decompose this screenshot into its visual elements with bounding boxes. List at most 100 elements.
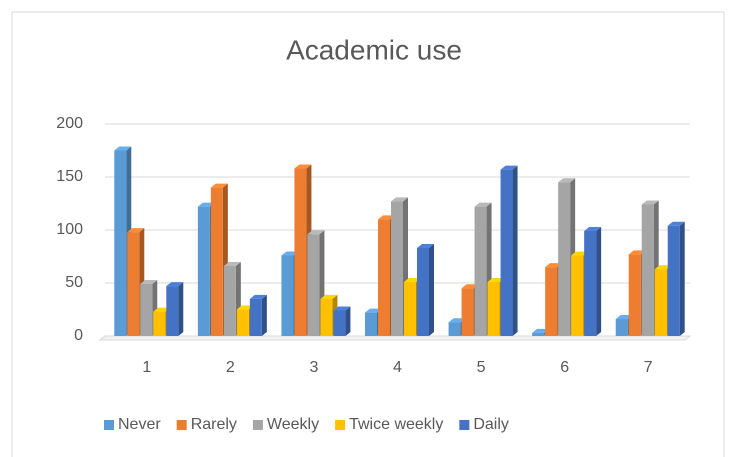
bar-face <box>378 219 390 336</box>
bar-face <box>571 251 589 256</box>
legend-swatch <box>252 420 263 430</box>
bar <box>641 200 659 336</box>
bar-face <box>628 254 641 336</box>
y-tick-label: 0 <box>74 327 83 344</box>
bar-face <box>249 294 267 299</box>
x-tick-label: 5 <box>477 359 486 376</box>
bar-face <box>558 178 576 183</box>
legend-swatch <box>104 420 114 430</box>
x-tick-label: 3 <box>309 359 318 376</box>
bar-face <box>127 228 145 233</box>
bar <box>166 282 184 336</box>
bar-face <box>391 197 408 202</box>
bar-face <box>667 225 680 336</box>
bar-face <box>236 305 254 310</box>
bar-face <box>641 200 659 205</box>
bar-face <box>140 284 153 336</box>
bar-face <box>114 146 132 151</box>
bar-face <box>596 227 602 336</box>
bar-face <box>615 315 633 320</box>
legend-label: Never <box>118 416 161 433</box>
bar-face <box>417 244 434 249</box>
bar-face <box>615 319 628 336</box>
bar-face <box>178 282 184 336</box>
bar-face <box>320 298 333 336</box>
bar-face <box>197 202 215 207</box>
bar-face <box>461 288 474 336</box>
bar-face <box>404 277 421 282</box>
legend-swatch <box>459 420 470 430</box>
bar-face <box>474 206 487 336</box>
legend-label: Twice weekly <box>349 416 443 433</box>
bar-face <box>281 251 299 256</box>
bar-face <box>114 150 127 336</box>
bar-face <box>487 277 505 282</box>
bar-face <box>320 294 338 299</box>
bar-face <box>153 311 166 336</box>
bar-face <box>249 298 262 336</box>
bar-face <box>166 286 179 336</box>
bar <box>667 221 685 336</box>
y-tick-label: 200 <box>56 115 83 132</box>
bar-face <box>281 255 294 336</box>
bar-face <box>210 187 223 336</box>
bar-face <box>512 165 518 336</box>
bar-face <box>236 309 249 336</box>
bar-face <box>558 182 571 336</box>
y-tick-label: 50 <box>65 274 83 291</box>
bar-face <box>365 312 377 336</box>
bar-face <box>166 282 184 287</box>
bar-face <box>333 306 351 311</box>
bar-face <box>474 202 492 207</box>
bar-face <box>404 281 416 336</box>
x-tick-label: 7 <box>644 359 653 376</box>
bar <box>249 294 267 336</box>
chart-title: Academic use <box>286 34 462 65</box>
bar-face <box>223 266 236 336</box>
legend-label: Weekly <box>267 416 319 433</box>
x-tick-label: 6 <box>560 359 569 376</box>
bar-face <box>654 265 672 270</box>
bar-face <box>679 221 685 336</box>
x-tick-label: 1 <box>142 359 151 376</box>
bar-face <box>545 263 563 268</box>
bar-face <box>261 294 267 336</box>
bar-face <box>333 310 346 336</box>
legend-label: Daily <box>473 416 509 433</box>
bar-face <box>500 165 518 170</box>
floor <box>98 335 692 341</box>
bar-face <box>378 215 395 220</box>
bar-face <box>307 234 320 336</box>
bar-face <box>487 281 500 336</box>
bar <box>500 165 518 336</box>
bar-face <box>365 308 382 313</box>
x-tick-label: 2 <box>226 359 235 376</box>
chart-frame <box>11 11 725 457</box>
bar-face <box>654 269 667 336</box>
bar-face <box>584 231 597 336</box>
bar-face <box>532 332 545 336</box>
bar-face <box>429 244 434 336</box>
bar-face <box>571 255 584 336</box>
bar-face <box>294 164 312 169</box>
bar-face <box>532 328 550 333</box>
bar-face <box>345 306 351 336</box>
bar <box>417 244 434 336</box>
y-tick-label: 150 <box>56 168 83 185</box>
bar-face <box>500 169 513 336</box>
bar-face <box>197 206 210 336</box>
bar-face <box>307 230 325 235</box>
legend-label: Rarely <box>191 416 237 433</box>
bar-face <box>461 284 479 289</box>
bar-face <box>448 322 461 336</box>
bar-face <box>667 221 685 226</box>
x-tick-label: 4 <box>393 359 402 376</box>
bar <box>333 306 351 336</box>
bar-face <box>584 227 602 232</box>
bar-face <box>628 250 646 255</box>
bar-face <box>417 248 429 336</box>
bar-face <box>210 183 228 188</box>
bar-face <box>140 280 158 285</box>
bar-face <box>448 318 466 323</box>
